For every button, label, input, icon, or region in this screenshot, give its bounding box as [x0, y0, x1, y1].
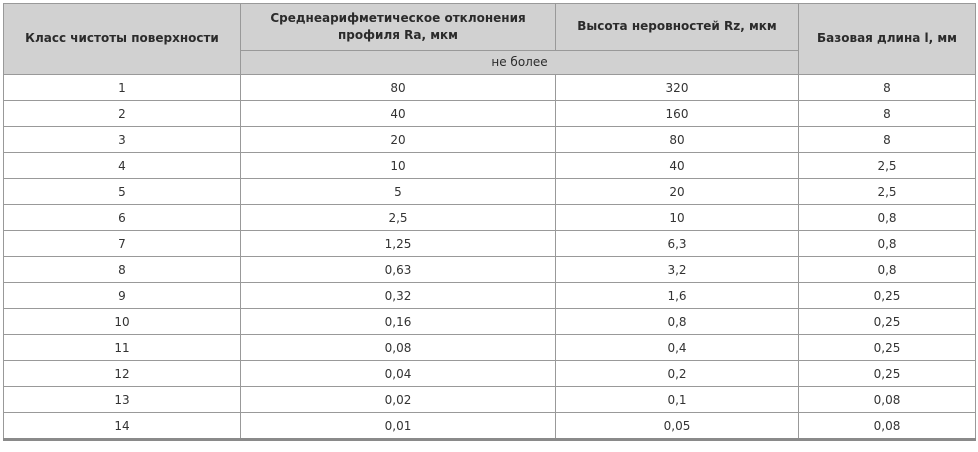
table-row: 14 0,01 0,05 0,08 — [3, 412, 976, 440]
page: Класс чистоты поверхности Среднеарифмети… — [3, 3, 976, 441]
cell-ra: 1,25 — [240, 230, 556, 257]
cell-rz: 6,3 — [555, 230, 799, 257]
cell-base-length: 2,5 — [798, 152, 976, 179]
cell-ra: 0,04 — [240, 360, 556, 387]
cell-class: 9 — [3, 282, 241, 309]
cell-rz: 320 — [555, 74, 799, 101]
cell-base-length: 0,25 — [798, 334, 976, 361]
table-row: 7 1,25 6,3 0,8 — [3, 230, 976, 257]
cell-class: 2 — [3, 100, 241, 127]
cell-class: 10 — [3, 308, 241, 335]
cell-rz: 40 — [555, 152, 799, 179]
cell-ra: 0,08 — [240, 334, 556, 361]
cell-ra: 0,02 — [240, 386, 556, 413]
cell-rz: 0,4 — [555, 334, 799, 361]
cell-base-length: 0,08 — [798, 386, 976, 413]
cell-class: 1 — [3, 74, 241, 101]
cell-base-length: 0,8 — [798, 204, 976, 231]
cell-base-length: 0,25 — [798, 360, 976, 387]
cell-class: 14 — [3, 412, 241, 440]
cell-ra: 0,32 — [240, 282, 556, 309]
cell-rz: 80 — [555, 126, 799, 153]
cell-ra: 10 — [240, 152, 556, 179]
sub-header-ne-bolee: не более — [240, 50, 799, 75]
cell-ra: 0,01 — [240, 412, 556, 440]
col-header-base-length: Базовая длина l, мм — [798, 3, 976, 75]
cell-base-length: 8 — [798, 126, 976, 153]
cell-class: 8 — [3, 256, 241, 283]
cell-rz: 0,8 — [555, 308, 799, 335]
table-row: 12 0,04 0,2 0,25 — [3, 360, 976, 387]
cell-class: 5 — [3, 178, 241, 205]
surface-roughness-table: Класс чистоты поверхности Среднеарифмети… — [3, 3, 976, 441]
table-row: 10 0,16 0,8 0,25 — [3, 308, 976, 335]
cell-rz: 3,2 — [555, 256, 799, 283]
cell-ra: 5 — [240, 178, 556, 205]
table-row: 1 80 320 8 — [3, 74, 976, 101]
cell-class: 11 — [3, 334, 241, 361]
cell-ra: 80 — [240, 74, 556, 101]
cell-rz: 1,6 — [555, 282, 799, 309]
cell-class: 4 — [3, 152, 241, 179]
table-row: 3 20 80 8 — [3, 126, 976, 153]
table-row: 4 10 40 2,5 — [3, 152, 976, 179]
cell-rz: 20 — [555, 178, 799, 205]
cell-base-length: 0,8 — [798, 256, 976, 283]
cell-class: 12 — [3, 360, 241, 387]
cell-ra: 20 — [240, 126, 556, 153]
cell-base-length: 0,08 — [798, 412, 976, 440]
col-header-rz: Высота неровностей Rz, мкм — [555, 3, 799, 51]
col-header-class: Класс чистоты поверхности — [3, 3, 241, 75]
cell-base-length: 0,25 — [798, 308, 976, 335]
cell-rz: 10 — [555, 204, 799, 231]
table-header: Класс чистоты поверхности Среднеарифмети… — [3, 3, 976, 75]
cell-rz: 0,1 — [555, 386, 799, 413]
cell-class: 13 — [3, 386, 241, 413]
cell-ra: 0,63 — [240, 256, 556, 283]
header-row-main: Класс чистоты поверхности Среднеарифмети… — [3, 3, 976, 75]
cell-base-length: 0,25 — [798, 282, 976, 309]
cell-base-length: 0,8 — [798, 230, 976, 257]
cell-class: 6 — [3, 204, 241, 231]
cell-class: 3 — [3, 126, 241, 153]
table-body: 1 80 320 8 2 40 160 8 3 20 80 8 4 10 40 2,5 5 5 20 2,5 6 2,5 1… — [3, 74, 976, 440]
table-row: 9 0,32 1,6 0,25 — [3, 282, 976, 309]
table-row: 5 5 20 2,5 — [3, 178, 976, 205]
table-row: 13 0,02 0,1 0,08 — [3, 386, 976, 413]
table-row: 8 0,63 3,2 0,8 — [3, 256, 976, 283]
cell-ra: 40 — [240, 100, 556, 127]
table-row: 6 2,5 10 0,8 — [3, 204, 976, 231]
table-row: 11 0,08 0,4 0,25 — [3, 334, 976, 361]
header-row-sub: не более — [4, 50, 976, 75]
cell-ra: 0,16 — [240, 308, 556, 335]
cell-class: 7 — [3, 230, 241, 257]
cell-base-length: 8 — [798, 100, 976, 127]
cell-rz: 0,05 — [555, 412, 799, 440]
col-header-ra: Среднеарифметическое отклонения профиля … — [240, 3, 556, 51]
cell-rz: 0,2 — [555, 360, 799, 387]
cell-base-length: 8 — [798, 74, 976, 101]
table-row: 2 40 160 8 — [3, 100, 976, 127]
cell-rz: 160 — [555, 100, 799, 127]
cell-base-length: 2,5 — [798, 178, 976, 205]
cell-ra: 2,5 — [240, 204, 556, 231]
